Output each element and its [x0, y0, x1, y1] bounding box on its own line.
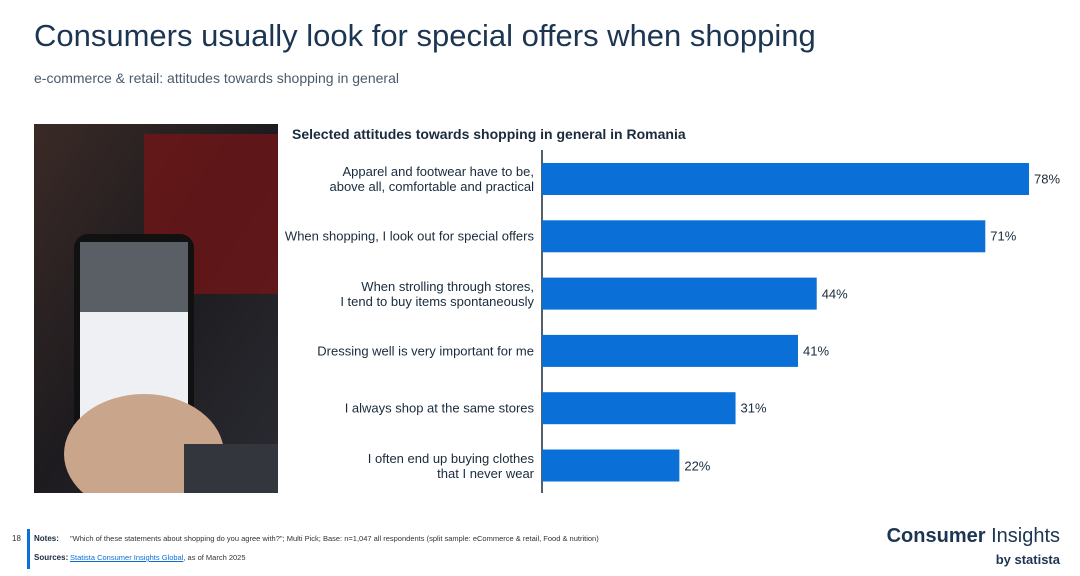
brand: Consumer Insights	[887, 525, 1060, 548]
bar	[542, 392, 736, 425]
bar	[542, 277, 817, 310]
bar	[542, 449, 680, 482]
value-label: 22%	[684, 458, 711, 473]
chart-title: Selected attitudes towards shopping in g…	[292, 126, 686, 142]
value-label: 71%	[990, 228, 1017, 244]
source-link[interactable]: Statista Consumer Insights Global	[70, 553, 184, 562]
brand-bold: Consumer	[886, 525, 986, 547]
bar	[542, 220, 986, 253]
category-label: Dressing well is very important for me	[317, 343, 534, 359]
subtitle: e-commerce & retail: attitudes towards s…	[34, 70, 399, 86]
category-label: When strolling through stores, I tend to…	[340, 278, 534, 309]
category-label: When shopping, I look out for special of…	[284, 228, 534, 244]
source-rest: , as of March 2025	[183, 553, 246, 562]
category-label: I always shop at the same stores	[344, 400, 534, 416]
sources: Statista Consumer Insights Global, as of…	[70, 553, 246, 562]
photo	[34, 124, 278, 493]
notes-label: Notes:	[34, 534, 59, 543]
category-label: Apparel and footwear have to be, above a…	[329, 164, 534, 194]
value-label: 31%	[740, 400, 767, 416]
brand-regular: Insights	[985, 525, 1060, 547]
title: Consumers usually look for special offer…	[34, 18, 816, 53]
sources-label: Sources:	[34, 553, 69, 562]
category-label: I often end up buying clothes that I nev…	[367, 450, 534, 481]
notes: "Which of these statements about shoppin…	[70, 534, 599, 543]
footer-accent	[27, 529, 30, 569]
value-label: 41%	[802, 343, 830, 359]
value-label: 44%	[821, 286, 848, 302]
bar	[542, 163, 1029, 195]
value-label: 78%	[1034, 171, 1061, 187]
page-number: 18	[12, 534, 21, 543]
brand-by: by statista	[995, 552, 1060, 567]
bar	[542, 334, 798, 367]
